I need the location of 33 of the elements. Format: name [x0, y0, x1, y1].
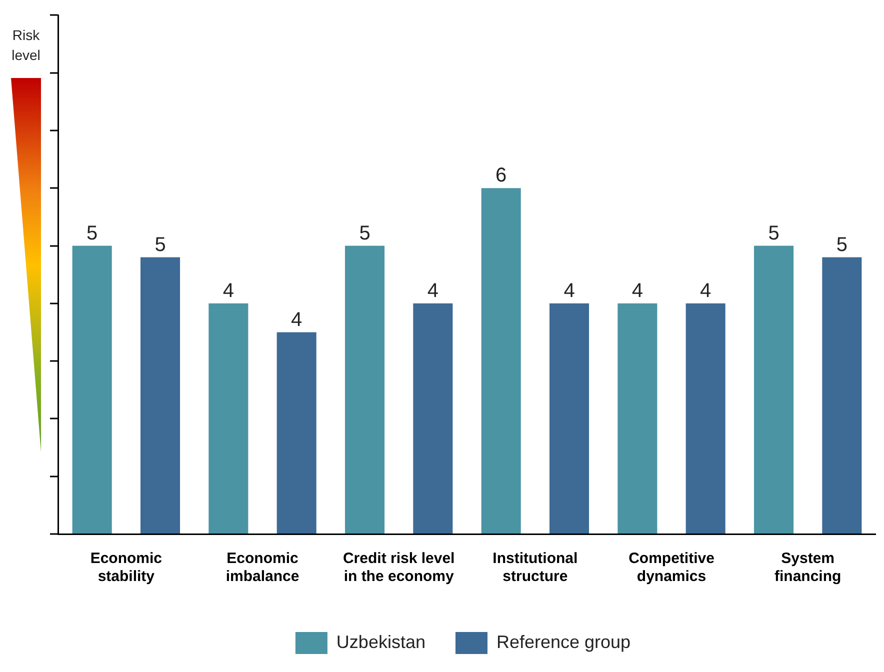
data-label: 5: [359, 222, 370, 244]
data-label: 5: [836, 234, 848, 256]
x-tick-label: Economic imbalance: [226, 550, 300, 586]
data-label: 5: [86, 222, 98, 244]
bar: [618, 303, 658, 534]
x-tick-label: Competitive dynamics: [628, 550, 714, 586]
bar: [344, 246, 385, 534]
bar: [140, 257, 180, 534]
bar: [481, 188, 521, 534]
x-tick-label: Credit risk level in the economy: [342, 550, 455, 586]
data-label: 5: [768, 222, 780, 244]
x-tick-label: Economic stability: [90, 550, 162, 586]
bar: [413, 303, 453, 534]
data-label: 6: [496, 164, 507, 187]
text: Risk level: [10, 26, 42, 65]
data-label: 5: [154, 234, 166, 256]
bar: [72, 246, 112, 534]
legend-label: Reference group: [496, 632, 631, 652]
bar: [276, 332, 316, 534]
data-label: 4: [291, 308, 302, 331]
x-tick-label: System financing: [774, 550, 842, 586]
data-label: 4: [427, 280, 438, 302]
bar: [208, 303, 248, 534]
data-label: 4: [564, 280, 575, 302]
data-label: 4: [222, 280, 234, 302]
bar: [754, 246, 794, 534]
bar: [549, 303, 590, 534]
x-tick-label: Institutional structure: [492, 550, 578, 586]
data-label: 4: [632, 280, 643, 302]
data-label: 4: [700, 280, 712, 302]
legend-label: Uzbekistan: [336, 632, 426, 652]
bar: [686, 303, 726, 534]
bar: [822, 257, 862, 534]
